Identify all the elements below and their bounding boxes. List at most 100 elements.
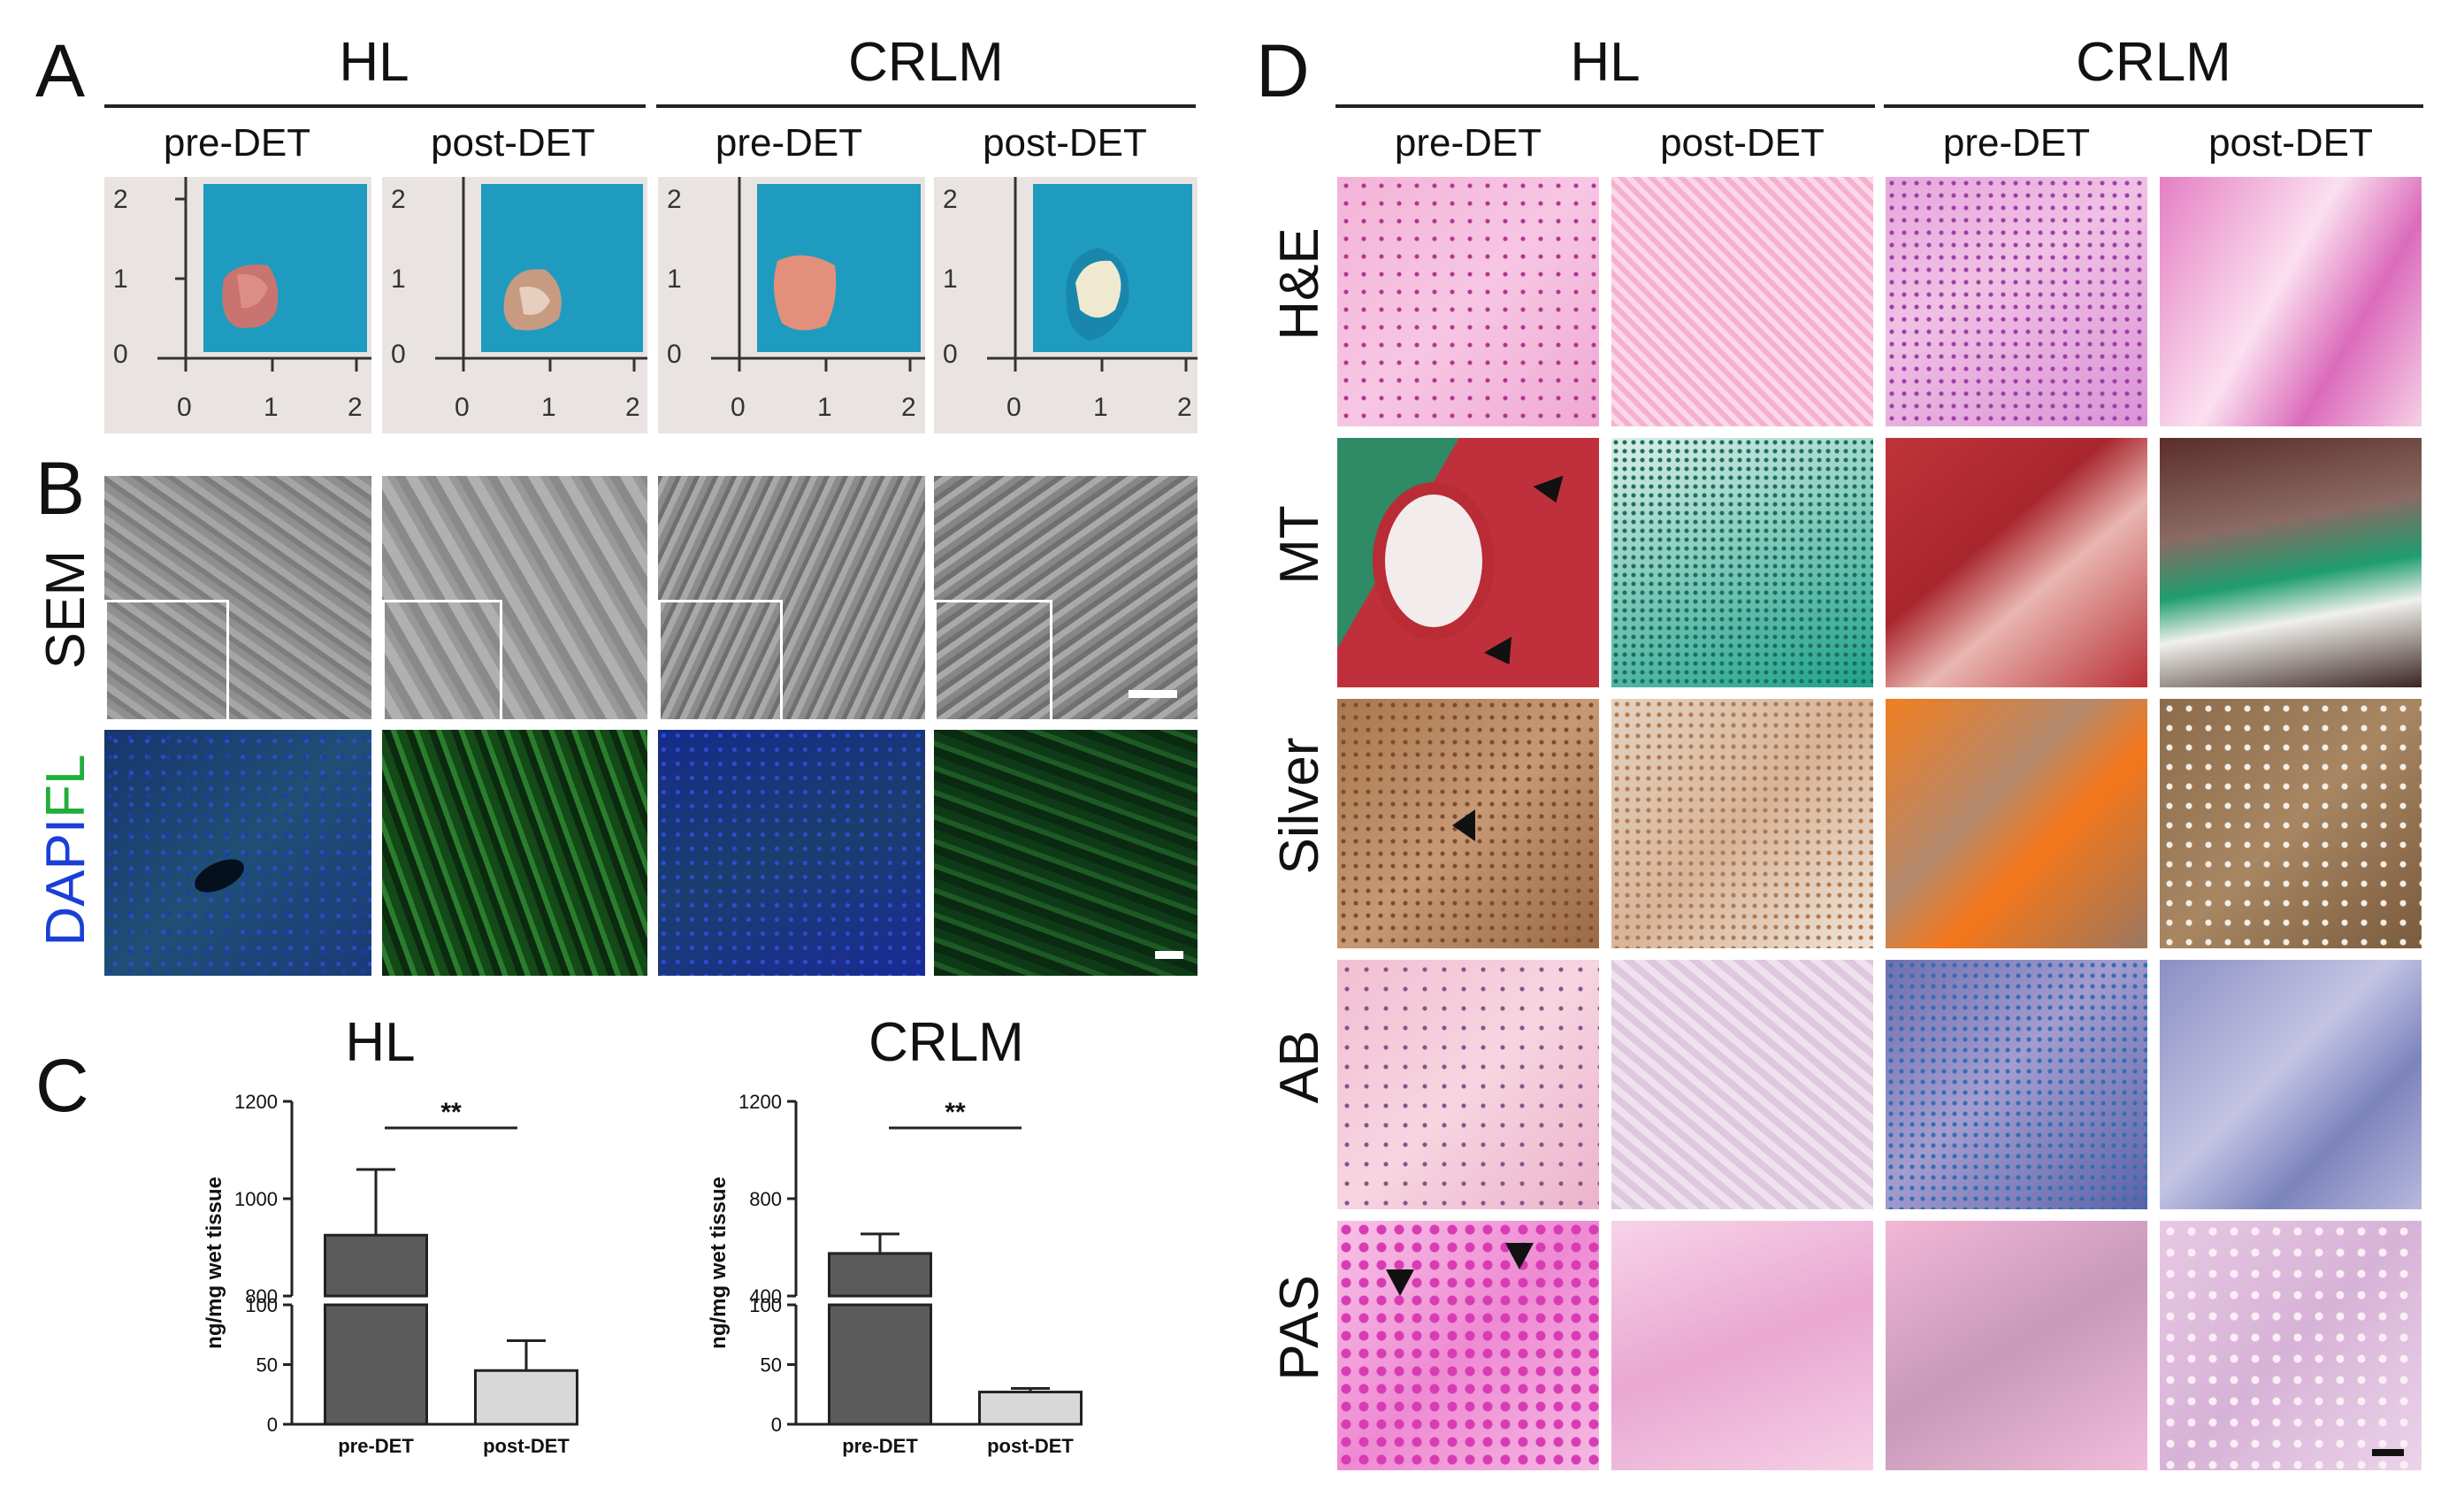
- y-tick-label: 1200: [234, 1091, 278, 1113]
- ab-crlm-post: [2160, 960, 2422, 1209]
- pas-hl-post: [1611, 1221, 1873, 1470]
- y-axis-label: ng/mg wet tissue: [203, 1177, 226, 1349]
- he-hl-post: [1611, 177, 1873, 426]
- fl-label: FL: [35, 754, 96, 818]
- bar-upper: [324, 1233, 428, 1298]
- arrowhead-icon: [1386, 1269, 1414, 1296]
- panel-d-hl-line: [1335, 104, 1875, 108]
- panel-d-label: D: [1256, 29, 1310, 112]
- y-tick-label: 100: [749, 1294, 782, 1316]
- fl-scale-bar: [1155, 951, 1183, 959]
- photo-hl-post: 2 1 0 0 1 2: [382, 177, 647, 433]
- ab-hl-pre: [1337, 960, 1599, 1209]
- y-tick-label: 800: [245, 1285, 278, 1307]
- row-label-silver: Silver: [1269, 737, 1330, 875]
- svg-text:0: 0: [731, 393, 746, 422]
- fl-crlm-post: [934, 730, 1198, 976]
- panel-b-label: B: [35, 447, 86, 530]
- significance-label: **: [945, 1098, 966, 1127]
- panel-d-sub-crlm-pre: pre-DET: [1942, 121, 2091, 165]
- ab-hl-post: [1611, 960, 1873, 1209]
- ruler-photo-hl-pre: 2 1 0 0 1 2: [104, 177, 371, 433]
- fl-crlm-pre: [658, 730, 925, 976]
- he-crlm-pre: [1886, 177, 2147, 426]
- sem-scale-bar: [1129, 690, 1177, 698]
- y-tick-label: 100: [245, 1294, 278, 1316]
- bar-lower: [828, 1303, 932, 1426]
- fl-hl-post: [382, 730, 647, 976]
- photo-crlm-post: 2 1 0 0 1 2: [934, 177, 1198, 433]
- svg-text:0: 0: [943, 340, 958, 369]
- mt-hl-pre: [1337, 438, 1599, 687]
- ruler-photo-crlm-post: 2 1 0 0 1 2: [934, 177, 1198, 433]
- sem-crlm-post: [934, 476, 1198, 719]
- panel-a-group-crlm: CRLM: [848, 32, 1004, 93]
- panel-a-hl-line: [104, 104, 646, 108]
- svg-text:1: 1: [667, 265, 682, 294]
- photo-hl-pre: 2 1 0 0 1 2: [104, 177, 371, 433]
- svg-text:2: 2: [1177, 393, 1192, 422]
- row-label-he: H&E: [1269, 227, 1330, 341]
- svg-text:0: 0: [1006, 393, 1022, 422]
- svg-text:1: 1: [943, 265, 958, 294]
- dapi-label: DAPI: [35, 817, 96, 947]
- sem-hl-pre: [104, 476, 371, 719]
- bar: [978, 1391, 1083, 1426]
- panel-a-sub-crlm-pre: pre-DET: [715, 121, 863, 165]
- bar-lower: [324, 1303, 428, 1426]
- panel-c-label: C: [35, 1044, 89, 1127]
- chart-crlm-title: CRLM: [869, 1012, 1024, 1073]
- svg-text:0: 0: [113, 340, 128, 369]
- y-tick-label: 50: [256, 1354, 278, 1376]
- svg-text:1: 1: [1093, 393, 1108, 422]
- y-tick-label: 800: [749, 1188, 782, 1210]
- y-tick-label: 400: [749, 1285, 782, 1307]
- chart-hl-title: HL: [345, 1012, 416, 1073]
- sem-inset: [104, 600, 229, 719]
- pas-hl-pre: [1337, 1221, 1599, 1470]
- panel-d-sub-crlm-post: post-DET: [2208, 121, 2373, 165]
- photo-crlm-pre: 2 1 0 0 1 2: [658, 177, 925, 433]
- svg-text:2: 2: [391, 185, 406, 214]
- sem-inset: [934, 600, 1052, 719]
- svg-text:1: 1: [391, 265, 406, 294]
- svg-text:2: 2: [113, 185, 128, 214]
- row-label-ab: AB: [1269, 1030, 1330, 1104]
- significance-label: **: [440, 1098, 462, 1127]
- panel-b-row-dapifl: DAPIFL: [35, 722, 96, 978]
- panel-d-sub-hl-pre: pre-DET: [1394, 121, 1542, 165]
- ruler-photo-hl-post: 2 1 0 0 1 2: [382, 177, 647, 433]
- y-tick-label: 1200: [738, 1091, 782, 1113]
- svg-text:2: 2: [667, 185, 682, 214]
- pas-crlm-post: [2160, 1221, 2422, 1470]
- he-hl-pre: [1337, 177, 1599, 426]
- mt-crlm-post: [2160, 438, 2422, 687]
- panel-a-sub-hl-post: post-DET: [431, 121, 595, 165]
- svg-text:2: 2: [625, 393, 640, 422]
- arrowhead-icon: [1452, 809, 1475, 841]
- panel-d-group-crlm: CRLM: [2076, 32, 2231, 93]
- arrowhead-icon: [1505, 1243, 1534, 1269]
- svg-text:0: 0: [177, 393, 192, 422]
- arrowhead-icon: [1483, 636, 1524, 673]
- row-label-pas: PAS: [1269, 1275, 1330, 1381]
- silver-hl-post: [1611, 699, 1873, 948]
- panel-b-row-sem: SEM: [35, 549, 96, 670]
- ab-crlm-pre: [1886, 960, 2147, 1209]
- panel-a-label: A: [35, 29, 86, 112]
- vessel-lumen: [1373, 482, 1495, 640]
- y-tick-label: 50: [761, 1354, 782, 1376]
- y-axis-label: ng/mg wet tissue: [707, 1177, 731, 1349]
- y-tick-label: 0: [267, 1414, 278, 1436]
- d-scale-bar: [2372, 1449, 2404, 1456]
- mt-crlm-pre: [1886, 438, 2147, 687]
- silver-crlm-post: [2160, 699, 2422, 948]
- fl-hl-pre: [104, 730, 371, 976]
- panel-a-sub-hl-pre: pre-DET: [163, 121, 311, 165]
- panel-d-crlm-line: [1884, 104, 2423, 108]
- bar: [474, 1369, 578, 1426]
- panel-a-sub-crlm-post: post-DET: [983, 121, 1147, 165]
- svg-text:0: 0: [455, 393, 470, 422]
- x-tick-label: pre-DET: [338, 1435, 414, 1457]
